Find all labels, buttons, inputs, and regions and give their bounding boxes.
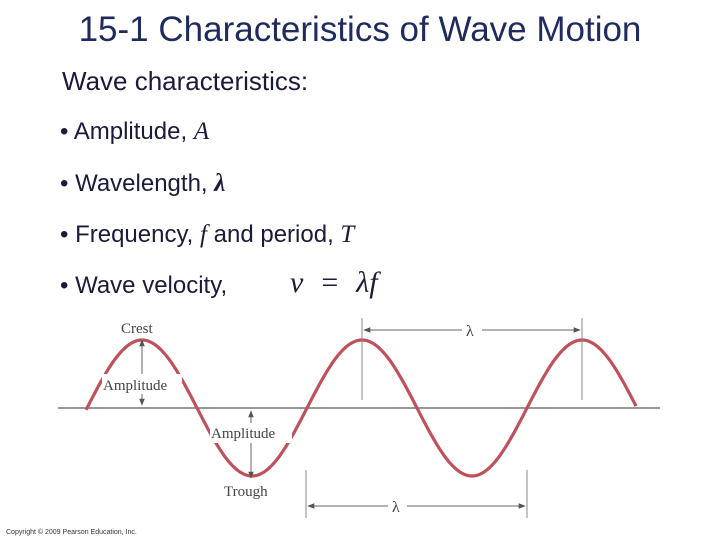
bullet-amplitude-text: • Amplitude, (60, 118, 194, 145)
bullet-period-text: and period, (206, 221, 341, 248)
subtitle: Wave characteristics: (62, 66, 309, 96)
bullet-wavelength-text: • Wavelength, (60, 170, 215, 197)
trough-label: Trough (224, 484, 268, 500)
bullet-amplitude: • Amplitude, A (60, 118, 209, 146)
amplitude-symbol: A (193, 118, 210, 145)
bullet-wavelength: • Wavelength, λ (60, 170, 225, 198)
equation-rhs: λf (356, 266, 378, 299)
wave-diagram: Crest Amplitude Amplitude Trough λ λ (58, 318, 660, 518)
lambda-bottom-label: λ (392, 499, 400, 516)
amplitude-bottom-bg (210, 423, 292, 443)
wave-curve (84, 338, 638, 478)
frequency-symbol: f (200, 221, 207, 248)
amplitude-top-bg (102, 374, 182, 394)
amplitude-top-label: Amplitude (103, 378, 168, 394)
bullet-frequency-text: • Frequency, (60, 221, 201, 248)
amplitude-bottom-label: Amplitude (211, 426, 276, 442)
velocity-equation: v = λf (290, 266, 378, 300)
period-symbol: T (340, 221, 355, 248)
slide-title: 15-1 Characteristics of Wave Motion (78, 10, 642, 49)
equation-lhs: v (290, 266, 304, 299)
crest-label: Crest (121, 321, 153, 337)
equation-equals: = (321, 266, 339, 299)
copyright: Copyright © 2009 Pearson Education, Inc. (6, 529, 137, 536)
lambda-top-label: λ (466, 323, 474, 340)
wavelength-symbol: λ (214, 170, 226, 197)
bullet-frequency: • Frequency, f and period, T (60, 221, 354, 249)
bullet-velocity: • Wave velocity, (60, 272, 227, 300)
bullet-velocity-text: • Wave velocity, (60, 272, 228, 299)
